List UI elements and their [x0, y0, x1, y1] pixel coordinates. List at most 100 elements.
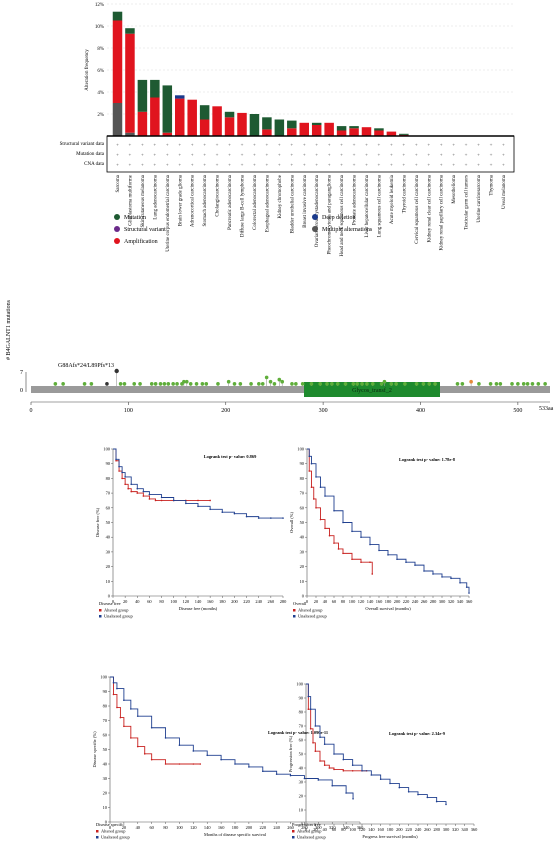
survival-x-tick-label: 320	[329, 825, 336, 830]
bar-segment-multiple-alternations	[125, 132, 135, 136]
censor-mark	[371, 573, 374, 575]
lollipop-head	[105, 382, 109, 386]
survival-x-tick-label: 0	[305, 827, 308, 832]
survival-x-axis-label: Overall survival (months)	[365, 606, 411, 611]
survival-y-axis-label: Progression free (%)	[288, 735, 293, 772]
survival-x-tick-label: 280	[280, 599, 287, 604]
availability-plus: +	[216, 164, 219, 169]
bar-segment-amplification	[287, 128, 297, 136]
bar-segment-mutation	[374, 128, 384, 131]
availability-plus: +	[440, 154, 443, 159]
censor-mark	[310, 486, 313, 489]
cancer-type-label: Stomach adenocarcinoma	[203, 174, 208, 226]
lollipop-head	[166, 382, 171, 386]
censor-mark	[459, 581, 461, 584]
survival-y-tick-label: 10	[299, 808, 304, 813]
survival-y-tick-label: 20	[299, 794, 304, 799]
cancer-type-labels: Sarcoma Glioblastoma multiforme Skin cutan…	[116, 174, 507, 256]
alteration-y-ticks: 2% 4% 6% 8% 10% 12%	[95, 3, 104, 118]
survival-x-tick-label: 220	[405, 827, 412, 832]
survival-x-tick-label: 360	[466, 599, 473, 604]
legend-swatch-amplification	[114, 238, 120, 244]
survival-y-axis-label: Overall (%)	[289, 512, 294, 533]
availability-plus: +	[228, 144, 231, 149]
bar-segment-mutation	[125, 28, 135, 34]
survival-x-tick-label: 200	[246, 825, 253, 830]
survival-x-tick-label: 360	[471, 827, 478, 832]
availability-plus: +	[253, 144, 256, 149]
availability-plus: +	[116, 154, 119, 159]
survival-x-tick-label: 100	[349, 599, 356, 604]
availability-plus: +	[216, 144, 219, 149]
legend-label-structural-variant: Structural variant	[124, 227, 166, 233]
censor-mark	[450, 577, 452, 580]
censor-mark	[379, 778, 382, 780]
lollipop-head	[232, 382, 237, 386]
availability-plus: +	[490, 144, 493, 149]
lollipop-head	[149, 382, 154, 386]
cancer-type-label: Skin cutaneous melanoma	[141, 174, 146, 227]
availability-plus: +	[340, 144, 343, 149]
survival-x-tick-label: 340	[457, 599, 464, 604]
availability-plus: +	[178, 144, 181, 149]
censor-mark	[115, 458, 117, 461]
censor-mark	[123, 725, 125, 728]
protein-position-axis: 0 100 200 300 400 500	[30, 401, 550, 414]
censor-mark	[307, 708, 310, 710]
survival-y-tick-label: 90	[106, 461, 111, 466]
availability-plus: +	[452, 154, 455, 159]
survival-x-tick-label: 260	[424, 827, 431, 832]
censor-mark	[245, 515, 248, 518]
legend-unaltered-swatch	[99, 615, 102, 618]
lollipop-head	[188, 382, 193, 386]
survival-y-tick-label: 20	[103, 791, 108, 796]
survival-y-tick-label: 20	[300, 564, 305, 569]
availability-plus: +	[477, 144, 480, 149]
position-tick-label: 200	[221, 408, 230, 414]
availability-plus: +	[315, 144, 318, 149]
alteration-y-axis-label: Alteration frequency	[85, 49, 90, 91]
censor-mark	[333, 509, 335, 512]
survival-x-tick-label: 140	[204, 825, 211, 830]
censor-mark	[333, 768, 335, 771]
survival-y-tick-label: 40	[106, 535, 111, 540]
censor-mark	[309, 728, 312, 730]
availability-plus: +	[203, 164, 206, 169]
survival-x-axis-label: Disease free (months)	[179, 606, 218, 611]
cancer-type-label: Thymoma	[490, 174, 495, 195]
censor-mark	[192, 763, 195, 765]
censor-mark	[136, 487, 139, 490]
cancer-type-label: Cholangiocarcinoma	[216, 174, 221, 216]
availability-plus: +	[265, 144, 268, 149]
legend-swatch-multiple	[312, 226, 318, 232]
survival-y-tick-label: 0	[301, 822, 304, 827]
availability-plus: +	[328, 144, 331, 149]
availability-plus: +	[241, 154, 244, 159]
availability-plus: +	[365, 144, 368, 149]
lollipop-head	[325, 382, 329, 386]
lollipop-head	[379, 382, 384, 386]
availability-plus: +	[191, 154, 194, 159]
lollipop-head	[82, 382, 87, 386]
survival-y-tick-label: 30	[299, 780, 304, 785]
survival-x-tick-label: 160	[218, 825, 225, 830]
censor-mark	[289, 774, 292, 777]
lollipop-head	[536, 382, 541, 386]
survival-x-tick-label: 20	[123, 599, 128, 604]
availability-plus: +	[415, 144, 418, 149]
survival-x-tick-label: 80	[159, 599, 164, 604]
survival-x-tick-label: 120	[359, 827, 366, 832]
censor-mark	[121, 471, 123, 474]
censor-mark	[398, 786, 401, 789]
survival-curve-altered	[306, 683, 367, 772]
lollipop-head	[365, 382, 369, 386]
survival-y-tick-label: 70	[106, 491, 111, 496]
legend-label-mutation: Mutation	[124, 215, 146, 221]
survival-x-tick-label: 40	[323, 599, 328, 604]
cancer-type-label: Uterine carcinosarcoma	[477, 174, 482, 222]
legend-unaltered-swatch	[292, 836, 295, 839]
censor-mark	[197, 499, 199, 502]
